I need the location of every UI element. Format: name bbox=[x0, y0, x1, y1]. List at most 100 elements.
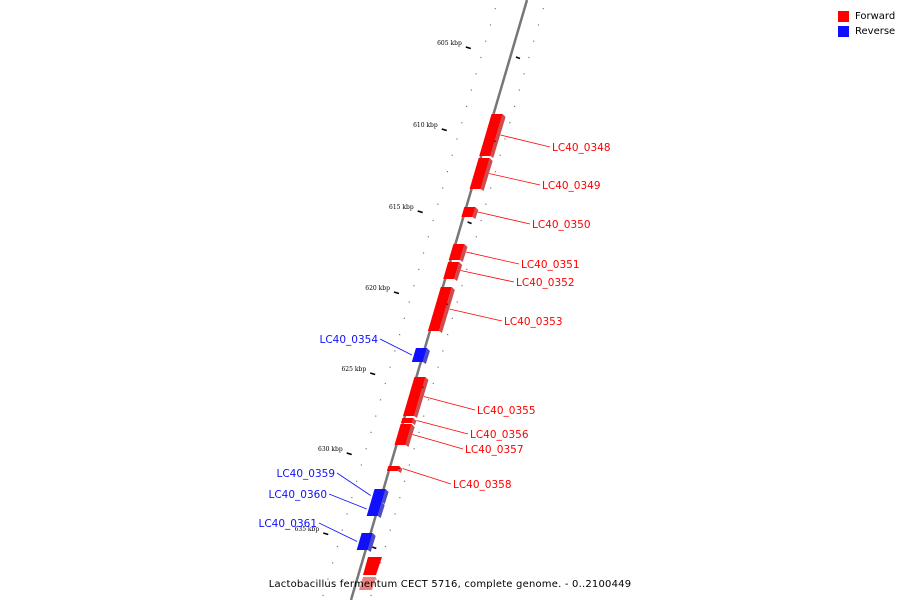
scale-dot bbox=[475, 73, 477, 75]
scale-dot bbox=[489, 24, 492, 26]
scale-dot bbox=[432, 219, 434, 222]
scale-dot bbox=[518, 89, 520, 91]
genome-caption: Lactobacillus fermentum CECT 5716, compl… bbox=[268, 579, 632, 590]
scale-dot bbox=[451, 154, 453, 156]
gene-feature-LC40_0358 bbox=[386, 466, 400, 471]
scale-dot bbox=[533, 40, 535, 42]
legend-reverse-label: Reverse bbox=[855, 26, 896, 37]
gene-label-LC40_0354: LC40_0354 bbox=[319, 334, 378, 346]
scale-dot bbox=[446, 171, 449, 173]
tick-label: 620 kbp bbox=[365, 285, 390, 292]
scale-dot bbox=[451, 317, 454, 319]
gene-label-LC40_0357: LC40_0357 bbox=[465, 444, 524, 456]
scale-dot bbox=[456, 301, 458, 303]
scale-dot bbox=[485, 40, 487, 42]
gene-shade bbox=[397, 466, 403, 473]
major-tick bbox=[323, 532, 329, 536]
gene-label-LC40_0355: LC40_0355 bbox=[477, 405, 536, 417]
scale-dot bbox=[418, 431, 420, 433]
gene-labels: LC40_0348 LC40_0349 LC40_0350 LC40_0351 LC40… bbox=[258, 134, 611, 542]
major-tick bbox=[465, 46, 472, 50]
forward-swatch bbox=[838, 11, 849, 22]
gene-label-LC40_0358: LC40_0358 bbox=[453, 479, 512, 491]
minor-tick bbox=[515, 56, 521, 60]
gene-feature-partial bbox=[359, 577, 376, 590]
scale-dot bbox=[456, 138, 458, 140]
gene-feature-LC40_0357 bbox=[394, 424, 412, 445]
scale-dot bbox=[427, 399, 430, 401]
gene-shade bbox=[472, 207, 479, 219]
legend: Forward Reverse bbox=[838, 9, 895, 39]
gene-feature-LC40_0352 bbox=[443, 262, 460, 279]
scale-dot bbox=[375, 415, 377, 417]
scale-dot bbox=[370, 594, 372, 596]
gene-feature-LC40_0355 bbox=[402, 377, 426, 416]
scale-dot bbox=[513, 105, 516, 107]
gene-label-LC40_0356: LC40_0356 bbox=[470, 429, 529, 441]
leader-line bbox=[318, 522, 358, 542]
scale-dot bbox=[461, 122, 463, 124]
leader-line bbox=[416, 420, 469, 435]
tick-label: 610 kbp bbox=[413, 122, 438, 129]
gene-feature-partial bbox=[363, 557, 382, 575]
scale-dot bbox=[447, 334, 449, 336]
scale-dot bbox=[499, 154, 501, 156]
gene-shade bbox=[405, 424, 415, 447]
scale-dot bbox=[375, 578, 377, 580]
leader-line bbox=[500, 134, 551, 148]
tick-label: 615 kbp bbox=[389, 204, 414, 211]
gene-shade bbox=[422, 348, 430, 364]
tick-label: 625 kbp bbox=[341, 366, 366, 373]
scale-dot bbox=[437, 366, 439, 368]
gene-feature-LC40_0351 bbox=[448, 244, 465, 260]
scale-dot bbox=[480, 56, 482, 59]
gene-feature-LC40_0350 bbox=[461, 207, 476, 217]
gene-shade bbox=[413, 377, 429, 418]
scale-dot bbox=[465, 105, 468, 107]
gene-label-LC40_0351: LC40_0351 bbox=[521, 259, 580, 271]
gene-shade bbox=[490, 114, 506, 158]
major-tick bbox=[417, 210, 423, 214]
scale-dot bbox=[494, 8, 496, 10]
scale-dot bbox=[423, 415, 425, 417]
scale-dot bbox=[504, 138, 506, 140]
scale-dot bbox=[537, 24, 540, 26]
scale-dot bbox=[490, 187, 492, 189]
scale-dot bbox=[384, 545, 387, 548]
scale-dot bbox=[542, 8, 544, 10]
scale-dot bbox=[418, 268, 420, 270]
leader-line bbox=[328, 493, 367, 510]
gene-feature-LC40_0360 bbox=[366, 502, 382, 516]
scale-dot bbox=[370, 431, 372, 433]
scale-dot bbox=[380, 562, 382, 564]
gene-feature-LC40_0354 bbox=[411, 348, 427, 362]
scale-dot bbox=[336, 545, 339, 548]
scale-dot bbox=[523, 73, 525, 75]
major-tick bbox=[346, 452, 352, 456]
scale-dot bbox=[332, 562, 334, 564]
gene-label-LC40_0350: LC40_0350 bbox=[532, 219, 591, 231]
scale-dot bbox=[528, 56, 530, 59]
scale-dot bbox=[384, 382, 386, 385]
gene-feature-LC40_0353 bbox=[427, 287, 452, 331]
gene-label-LC40_0361: LC40_0361 bbox=[258, 518, 317, 530]
tick-label: 605 kbp bbox=[437, 40, 462, 47]
scale-dot bbox=[413, 285, 415, 287]
scale-dot bbox=[360, 464, 362, 466]
tick-label: 635 kbp bbox=[295, 526, 320, 533]
gene-feature-LC40_0349 bbox=[469, 158, 490, 189]
tick-label: 630 kbp bbox=[318, 446, 343, 453]
gene-feature-LC40_0356 bbox=[400, 418, 414, 423]
legend-reverse: Reverse bbox=[838, 24, 895, 39]
reverse-swatch bbox=[838, 26, 849, 37]
legend-forward-label: Forward bbox=[855, 11, 896, 22]
scale-dot bbox=[509, 122, 511, 124]
gene-label-LC40_0359: LC40_0359 bbox=[276, 468, 335, 480]
leader-line bbox=[489, 173, 541, 186]
scale-dot bbox=[442, 187, 444, 189]
scale-dot bbox=[404, 480, 406, 482]
scale-dot bbox=[346, 513, 348, 515]
scale-dot bbox=[470, 89, 472, 91]
gene-feature-LC40_0348 bbox=[479, 114, 503, 156]
